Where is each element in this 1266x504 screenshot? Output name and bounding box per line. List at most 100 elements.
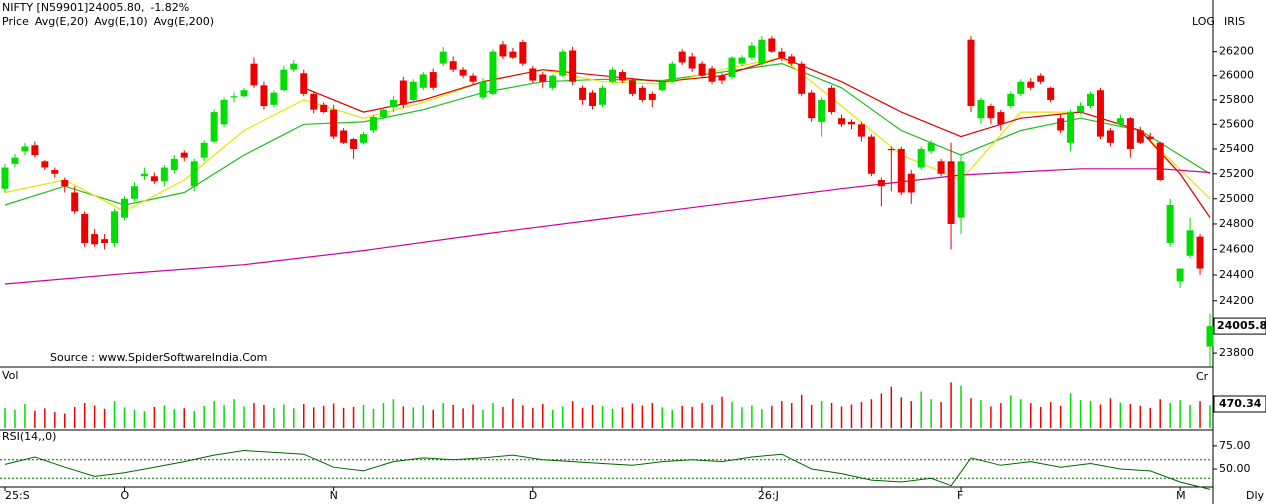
candle-body: [379, 109, 387, 117]
candle-body: [847, 121, 855, 125]
candle-body: [748, 45, 756, 58]
x-tick-label: M: [1176, 489, 1186, 502]
candle-body: [907, 173, 915, 193]
candle-body: [1, 167, 9, 189]
volume-title: Vol: [2, 369, 18, 382]
candle-body: [1116, 118, 1124, 125]
candle-body: [728, 57, 736, 77]
candle-body: [589, 92, 597, 107]
candle-body: [21, 146, 29, 152]
volume-label: 470.34: [1219, 397, 1262, 410]
candle-body: [808, 92, 816, 119]
rsi-tick-label: 75.00: [1219, 439, 1251, 452]
candle-body: [519, 42, 527, 64]
candle-body: [877, 179, 885, 187]
candle-body: [997, 112, 1005, 125]
x-tick-label: F: [957, 489, 963, 502]
candle-body: [240, 90, 248, 97]
y-tick-label: 24800: [1219, 217, 1254, 230]
candle-body: [1106, 130, 1114, 143]
candle-body: [718, 75, 726, 81]
candle-body: [150, 176, 158, 182]
candle-body: [130, 186, 138, 199]
candle-body: [1017, 81, 1025, 94]
y-tick-label: 23800: [1219, 346, 1254, 359]
rsi-line: [4, 449, 1211, 490]
candle-body: [798, 63, 806, 94]
candle-body: [668, 63, 676, 82]
candle-body: [509, 51, 517, 58]
change: -1.82%: [150, 1, 189, 14]
candle-body: [708, 68, 716, 82]
candle-body: [360, 134, 368, 143]
candle-body: [111, 211, 119, 243]
candle-body: [210, 112, 218, 142]
candle-body: [1027, 81, 1035, 88]
candle-body: [638, 87, 646, 100]
y-tick-label: 26000: [1219, 69, 1254, 82]
candle-body: [1196, 236, 1204, 269]
y-tick-label: 25400: [1219, 142, 1254, 155]
candle-body: [658, 81, 666, 91]
y-tick-label: 24600: [1219, 242, 1254, 255]
candle-body: [479, 81, 487, 98]
rsi-tick-label: 50.00: [1219, 462, 1251, 475]
candle-body: [81, 213, 89, 243]
candle-body: [1047, 87, 1055, 100]
candle-body: [738, 57, 746, 64]
legend-entry: Avg(E,20): [35, 15, 88, 28]
candle-body: [51, 170, 59, 174]
y-tick-label: 25200: [1219, 167, 1254, 180]
candle-body: [429, 72, 437, 88]
candle-body: [489, 51, 497, 94]
candle-body: [220, 99, 228, 125]
candle-body: [698, 63, 706, 76]
candle-body: [91, 234, 99, 245]
candle-body: [887, 148, 895, 151]
candle-body: [389, 99, 397, 108]
candle-body: [927, 142, 935, 152]
candle-body: [1136, 130, 1144, 143]
candle-body: [768, 38, 776, 52]
candle-body: [1007, 93, 1015, 107]
y-tick-label: 24400: [1219, 268, 1254, 281]
y-tick-label: 25000: [1219, 192, 1254, 205]
theme-label: IRIS: [1224, 15, 1245, 28]
legend-entry: Avg(E,10): [94, 15, 147, 28]
ma-line: [4, 168, 1211, 285]
legend-entry: Avg(E,200): [154, 15, 214, 28]
price-label: 24005.8: [1217, 319, 1266, 332]
candle-body: [758, 39, 766, 64]
symbol: NIFTY [N59901]24005.80,: [2, 1, 144, 14]
candle-body: [250, 63, 258, 86]
candle-body: [778, 51, 786, 58]
candle-body: [897, 148, 905, 193]
candle-body: [987, 106, 995, 119]
candle-body: [160, 167, 168, 182]
candle-body: [270, 92, 278, 105]
candle-body: [230, 96, 238, 98]
candle-body: [608, 69, 616, 82]
volume-box: [1213, 395, 1266, 413]
candle-body: [330, 109, 338, 137]
candle-body: [140, 173, 148, 177]
candle-body: [678, 51, 686, 63]
candle-body: [1126, 118, 1134, 149]
x-tick-label: D: [529, 489, 537, 502]
candle-body: [320, 104, 328, 113]
candle-body: [121, 198, 129, 218]
candle-body: [71, 192, 79, 212]
candle-body: [1166, 205, 1174, 243]
candle-body: [31, 145, 39, 156]
candle-body: [977, 99, 985, 119]
candle-body: [1077, 106, 1085, 113]
candle-body: [1176, 268, 1184, 282]
candle-body: [399, 80, 407, 105]
rsi-title: RSI(14,,0): [2, 430, 56, 443]
y-tick-label: 25800: [1219, 93, 1254, 106]
candle-body: [1057, 118, 1065, 131]
candle-body: [310, 93, 318, 110]
candle-body: [1156, 142, 1164, 180]
